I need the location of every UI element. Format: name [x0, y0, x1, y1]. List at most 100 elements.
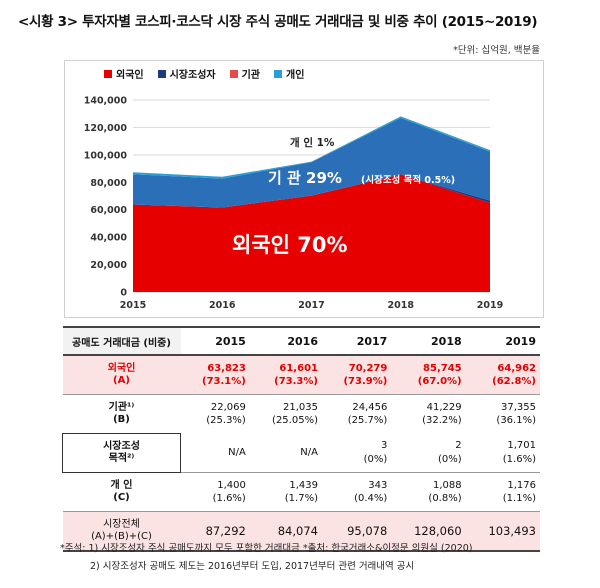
legend-label-individual: 개인 — [286, 70, 305, 81]
legend-label-institution: 기관 — [241, 70, 261, 81]
table-row-foreign: 외국인 (A) 63,823 (73.1%) 61,601 (73.3%) 70,2… — [62, 355, 540, 395]
x-tick-label: 2018 — [388, 300, 415, 311]
cell-value: 343 — [368, 479, 388, 491]
annotation-individual: 개 인 1% — [290, 136, 335, 149]
table-header-year: 2015 — [215, 334, 246, 348]
cell-pct: (32.2%) — [422, 415, 462, 427]
area-series-외국인 — [133, 174, 490, 292]
table-cell: 1,701 (1.6%) — [466, 434, 540, 473]
table-row-institution: 기관¹⁾ (B) 22,069 (25.3%) 21,035 (25.05%) 24… — [62, 394, 540, 434]
cell-pct: (36.1%) — [496, 415, 536, 427]
cell-value: 1,176 — [507, 479, 536, 491]
footnote-2: 2) 시장조성자 공매도 제도는 2016년부터 도입, 2017년부터 관련 … — [90, 561, 415, 572]
cell-value: 70,279 — [348, 362, 388, 374]
table-cell: 22,069 (25.3%) — [181, 395, 250, 434]
row-label-line1: 외국인 — [107, 362, 136, 374]
table-cell: 1,400 (1.6%) — [181, 473, 250, 512]
table-cell: 84,074 — [249, 511, 322, 551]
cell-pct: (67.0%) — [417, 376, 462, 387]
y-tick-label: 100,000 — [84, 150, 128, 161]
table-cell: 24,456 (25.7%) — [322, 395, 391, 434]
area-series-기관 — [133, 117, 490, 208]
cell-pct: (0.4%) — [354, 493, 388, 504]
cell-value: 1,439 — [289, 479, 318, 491]
table-cell: 103,493 — [465, 511, 540, 551]
annotation-institution: 기 관 29% — [268, 169, 342, 187]
x-tick-label: 2015 — [120, 300, 146, 311]
table-header-year: 2018 — [431, 334, 462, 348]
row-label: 시장전체 (A)+(B)+(C) — [62, 511, 181, 551]
row-label-line1: 시장조성 — [103, 440, 140, 452]
legend-item-foreign: 외국인 — [104, 66, 144, 81]
row-label-line1: 기관¹⁾ — [108, 401, 135, 413]
table-cell: 70,279 (73.9%) — [321, 355, 392, 395]
table-cell: 1,088 (0.8%) — [391, 473, 465, 512]
unit-note: *단위: 십억원, 백분율 — [453, 45, 540, 56]
legend-item-individual: 개인 — [274, 66, 304, 81]
row-label-line2: 목적²⁾ — [108, 453, 135, 464]
cell-value: 61,601 — [279, 362, 318, 374]
cell-pct: (1.7%) — [284, 493, 318, 504]
cell-pct: (1.6%) — [212, 493, 246, 504]
cell-value: N/A — [228, 447, 246, 458]
row-label-line2: (A) — [113, 375, 130, 386]
table-header-year: 2019 — [505, 334, 536, 348]
cell-pct: (62.8%) — [492, 376, 536, 387]
table-cell: 61,601 (73.3%) — [249, 355, 322, 395]
legend-swatch-individual — [274, 69, 283, 78]
table-header-label: 공매도 거래대금 (비중) — [62, 327, 181, 355]
row-label-line2: (B) — [113, 414, 130, 425]
y-tick-label: 120,000 — [84, 123, 128, 134]
legend-label-foreign: 외국인 — [116, 70, 144, 81]
table-cell: 87,292 — [180, 511, 250, 551]
y-tick-label: 20,000 — [90, 260, 127, 271]
cell-pct: (25.3%) — [206, 415, 246, 427]
y-tick-label: 40,000 — [90, 233, 127, 244]
y-tick-label: 0 — [120, 288, 127, 299]
table-cell: 21,035 (25.05%) — [250, 395, 322, 434]
table-cell: 63,823 (73.1%) — [180, 355, 250, 395]
cell-pct: (73.1%) — [202, 376, 246, 387]
table-row-market-maker: 시장조성 목적²⁾ N/A N/A 3 (0%) 2 (0%) 1,701 (1.6%… — [62, 433, 541, 473]
cell-pct: (1.6%) — [502, 453, 536, 465]
cell-value: 41,229 — [426, 401, 462, 413]
table-cell: 343 (0.4%) — [322, 473, 391, 512]
cell-value: 1,400 — [217, 479, 246, 491]
legend-swatch-market-maker — [157, 69, 166, 78]
cell-value: 1,701 — [507, 440, 536, 452]
data-table: 공매도 거래대금 (비중) 2015 2016 2017 2018 2019 외… — [62, 326, 540, 552]
table-cell: 95,078 — [321, 511, 392, 551]
cell-value: 2 — [455, 440, 462, 452]
annotation-foreign: 외국인 70% — [232, 233, 348, 257]
footnote-1: *주석: 1) 시장조성자 주식 공매도까지 모두 포함한 거래대금 *출처: … — [60, 543, 473, 554]
row-label: 외국인 (A) — [62, 355, 181, 395]
cell-pct: (0%) — [363, 453, 388, 465]
cell-value: 21,035 — [282, 401, 318, 413]
table-cell: N/A — [250, 434, 322, 473]
cell-value: 85,745 — [423, 362, 462, 374]
row-label-line2: (A)+(B)+(C) — [91, 531, 152, 542]
x-tick-label: 2017 — [298, 300, 324, 311]
table-row-total: 시장전체 (A)+(B)+(C) 87,292 84,074 95,078 12… — [62, 511, 540, 551]
cell-value: 22,069 — [210, 401, 246, 413]
cell-value: 3 — [380, 440, 388, 452]
cell-value: 37,355 — [501, 401, 536, 413]
cell-pct: (0.8%) — [428, 493, 462, 504]
cell-value: N/A — [300, 447, 318, 458]
chart-legend: 외국인 시장조성자 기관 개인 — [104, 66, 304, 81]
x-tick-label: 2019 — [477, 300, 503, 311]
y-tick-label: 80,000 — [90, 178, 127, 189]
cell-pct: (0%) — [437, 453, 462, 465]
row-label: 기관¹⁾ (B) — [63, 395, 181, 434]
table-cell: N/A — [181, 434, 250, 473]
row-label: 시장조성 목적²⁾ — [62, 433, 181, 473]
table-cell: 128,060 — [391, 511, 466, 551]
legend-swatch-institution — [229, 69, 238, 78]
cell-pct: (25.05%) — [272, 415, 318, 427]
legend-label-market-maker: 시장조성자 — [169, 70, 216, 81]
cell-pct: (25.7%) — [347, 415, 388, 427]
table-cell: 85,745 (67.0%) — [391, 355, 466, 395]
cell-value: 24,456 — [352, 401, 388, 413]
annotation-institution-sub: (시장조성 목적 0.5%) — [361, 174, 455, 186]
legend-swatch-foreign — [104, 69, 112, 78]
